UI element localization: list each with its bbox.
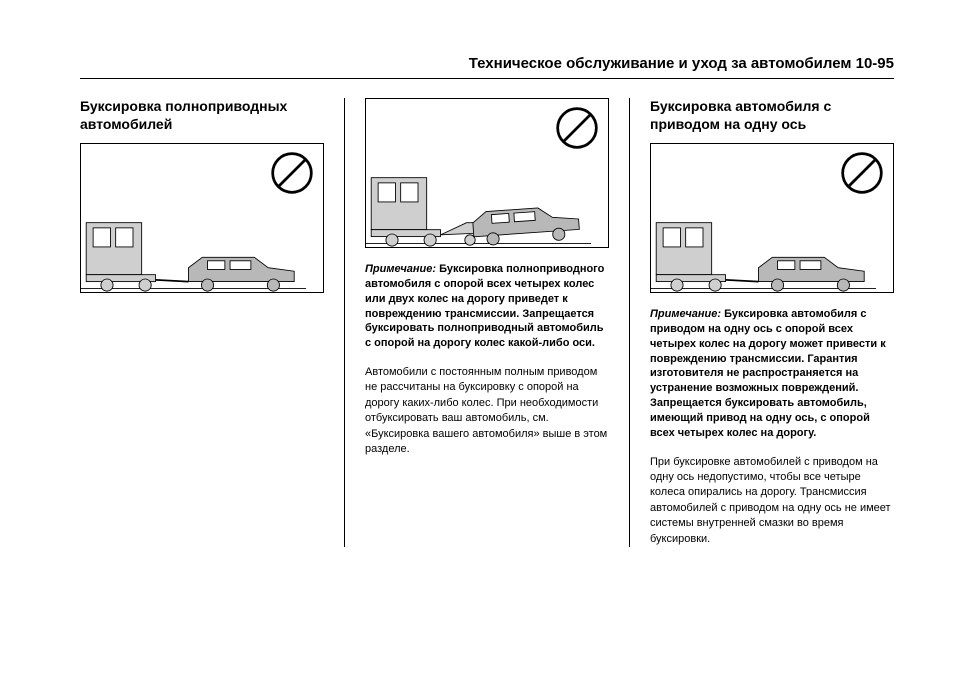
column-2: Примечание: Буксировка полноприводного а… (365, 98, 609, 547)
page-title: Техническое обслуживание и уход за автом… (469, 55, 852, 72)
body-awd: Автомобили с постоянным полным приводом … (365, 365, 609, 457)
page-header: Техническое обслуживание и уход за автом… (469, 55, 894, 72)
prohibit-icon (269, 150, 315, 196)
prohibit-icon (839, 150, 885, 196)
figure-tow-2wd (650, 143, 894, 293)
tow-scene-dolly (366, 169, 591, 247)
note-awd: Примечание: Буксировка полноприводного а… (365, 262, 609, 351)
prohibit-icon (554, 105, 600, 151)
body-2wd: При буксировке автомобилей с приводом на… (650, 455, 894, 547)
note-label: Примечание: (650, 308, 721, 320)
figure-tow-all-wheels (80, 143, 324, 293)
section-heading-awd: Буксировка полноприводных автомобилей (80, 98, 324, 133)
column-1: Буксировка полноприводных автомобилей (80, 98, 324, 547)
content-columns: Буксировка полноприводных автомобилей (80, 98, 894, 547)
note-2wd: Примечание: Буксировка автомобиля с прив… (650, 307, 894, 441)
tow-scene-flat (81, 214, 306, 292)
page-number: 10-95 (856, 55, 894, 72)
note-text: Буксировка полноприводного автомобиля с … (365, 263, 604, 349)
note-text: Буксировка автомобиля с приводом на одну… (650, 308, 886, 439)
header-rule (80, 78, 894, 79)
tow-scene-2wd (651, 214, 876, 292)
section-heading-2wd: Буксировка автомобиля с приводом на одну… (650, 98, 894, 133)
note-label: Примечание: (365, 263, 436, 275)
column-3: Буксировка автомобиля с приводом на одну… (650, 98, 894, 547)
column-divider-1 (344, 98, 345, 547)
figure-tow-dolly (365, 98, 609, 248)
column-divider-2 (629, 98, 630, 547)
